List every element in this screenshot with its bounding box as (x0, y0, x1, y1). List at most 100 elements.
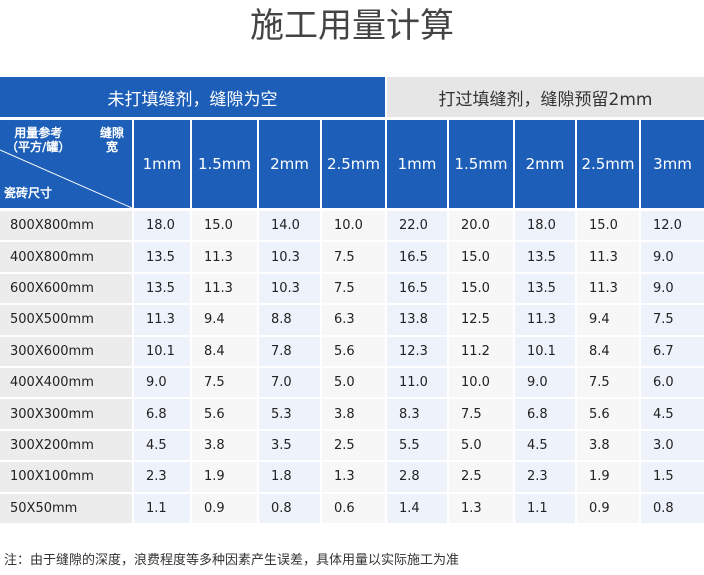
cell: 5.5 (387, 430, 447, 461)
cell: 0.9 (192, 493, 257, 523)
cell: 1.9 (192, 462, 257, 492)
cell: 1.3 (322, 462, 385, 492)
cell: 8.4 (577, 336, 639, 366)
column-header: 3mm (641, 120, 704, 208)
cell: 12.5 (449, 305, 513, 335)
row-label: 800X800mm (0, 211, 132, 241)
cell: 10.0 (322, 211, 385, 241)
cell: 5.0 (449, 430, 513, 461)
corner-text: 缝隙 (99, 126, 124, 140)
column-header: 1mm (134, 120, 190, 208)
cell: 11.3 (134, 305, 190, 335)
corner-text: 宽 (105, 140, 118, 154)
cell: 1.4 (387, 493, 447, 523)
row-label: 400X400mm (0, 368, 132, 398)
cell: 8.8 (259, 305, 320, 335)
column-header: 1mm (387, 120, 447, 208)
cell: 15.0 (192, 211, 257, 241)
cell: 0.8 (641, 493, 704, 523)
corner-cell: 用量参考 （平方/罐） 缝隙宽 瓷砖尺寸 (0, 120, 132, 208)
cell: 2.5 (322, 430, 385, 461)
cell: 10.1 (134, 336, 190, 366)
cell: 9.4 (192, 305, 257, 335)
cell: 20.0 (449, 211, 513, 241)
cell: 11.3 (192, 242, 257, 272)
corner-label: 用量参考 （平方/罐） (6, 126, 70, 154)
cell: 1.1 (515, 493, 575, 523)
cell: 2.3 (515, 462, 575, 492)
cell: 0.6 (322, 493, 385, 523)
cell: 7.5 (192, 368, 257, 398)
cell: 13.5 (515, 273, 575, 304)
cell: 4.5 (134, 430, 190, 461)
cell: 7.5 (449, 399, 513, 429)
row-label: 50X50mm (0, 493, 132, 523)
cell: 1.1 (134, 493, 190, 523)
cell: 22.0 (387, 211, 447, 241)
cell: 2.5 (449, 462, 513, 492)
group-header: 打过填缝剂，缝隙预留2mm (387, 77, 704, 117)
note: 注：由于缝隙的深度，浪费程度等多种因素产生误差，具体用量以实际施工为准 (4, 552, 460, 568)
title: 施工用量计算 (250, 5, 454, 46)
cell: 6.0 (641, 368, 704, 398)
cell: 11.3 (192, 273, 257, 304)
cell: 1.3 (449, 493, 513, 523)
column-header: 2.5mm (577, 120, 639, 208)
cell: 16.5 (387, 242, 447, 272)
cell: 3.8 (322, 399, 385, 429)
cell: 11.2 (449, 336, 513, 366)
cell: 14.0 (259, 211, 320, 241)
cell: 0.9 (577, 493, 639, 523)
group-header: 未打填缝剂，缝隙为空 (0, 77, 385, 117)
cell: 13.8 (387, 305, 447, 335)
cell: 6.3 (322, 305, 385, 335)
cell: 7.5 (322, 242, 385, 272)
cell: 5.0 (322, 368, 385, 398)
cell: 18.0 (134, 211, 190, 241)
column-header: 2mm (259, 120, 320, 208)
cell: 9.4 (577, 305, 639, 335)
corner-label: 缝隙宽 (100, 126, 124, 154)
cell: 5.6 (192, 399, 257, 429)
column-header: 2.5mm (322, 120, 385, 208)
cell: 10.3 (259, 242, 320, 272)
cell: 4.5 (515, 430, 575, 461)
cell: 5.6 (577, 399, 639, 429)
cell: 3.8 (577, 430, 639, 461)
cell: 13.5 (134, 242, 190, 272)
cell: 11.3 (577, 273, 639, 304)
cell: 6.8 (515, 399, 575, 429)
cell: 3.0 (641, 430, 704, 461)
cell: 4.5 (641, 399, 704, 429)
cell: 10.3 (259, 273, 320, 304)
cell: 7.8 (259, 336, 320, 366)
cell: 7.5 (641, 305, 704, 335)
cell: 10.0 (449, 368, 513, 398)
cell: 15.0 (449, 242, 513, 272)
row-label: 600X600mm (0, 273, 132, 304)
corner-label: 瓷砖尺寸 (4, 186, 53, 200)
row-label: 400X800mm (0, 242, 132, 272)
cell: 11.0 (387, 368, 447, 398)
cell: 9.0 (134, 368, 190, 398)
cell: 2.8 (387, 462, 447, 492)
cell: 13.5 (134, 273, 190, 304)
cell: 6.8 (134, 399, 190, 429)
cell: 11.3 (515, 305, 575, 335)
cell: 16.5 (387, 273, 447, 304)
diagonal (0, 149, 132, 208)
cell: 12.3 (387, 336, 447, 366)
cell: 7.0 (259, 368, 320, 398)
cell: 9.0 (641, 242, 704, 272)
cell: 1.5 (641, 462, 704, 492)
cell: 9.0 (515, 368, 575, 398)
column-header: 1.5mm (192, 120, 257, 208)
cell: 2.3 (134, 462, 190, 492)
row-label: 300X300mm (0, 399, 132, 429)
cell: 3.8 (192, 430, 257, 461)
cell: 9.0 (641, 273, 704, 304)
row-label: 500X500mm (0, 305, 132, 335)
cell: 7.5 (322, 273, 385, 304)
cell: 1.9 (577, 462, 639, 492)
